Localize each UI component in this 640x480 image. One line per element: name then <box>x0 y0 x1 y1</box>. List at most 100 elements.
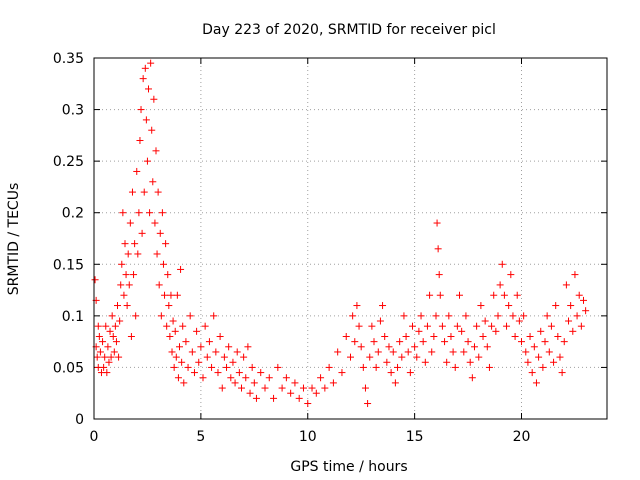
data-point <box>417 312 425 320</box>
data-point <box>400 312 408 320</box>
y-tick-label: 0.25 <box>53 154 84 170</box>
data-point <box>492 327 500 335</box>
data-point <box>351 338 359 346</box>
data-points <box>91 59 590 408</box>
data-point <box>120 291 128 299</box>
data-point <box>520 312 528 320</box>
chart-title: Day 223 of 2020, SRMTID for receiver pic… <box>202 22 496 38</box>
data-point <box>496 281 504 289</box>
data-point <box>443 358 451 366</box>
data-point <box>507 271 515 279</box>
data-point <box>376 317 384 325</box>
data-point <box>220 353 228 361</box>
data-point <box>575 291 583 299</box>
data-point <box>201 322 209 330</box>
data-point <box>462 312 470 320</box>
data-point <box>146 209 154 217</box>
data-point <box>108 312 116 320</box>
data-point <box>125 281 133 289</box>
data-point <box>419 338 427 346</box>
data-point <box>118 260 126 268</box>
data-point <box>216 332 224 340</box>
data-point <box>490 291 498 299</box>
data-point <box>103 369 111 377</box>
data-point <box>543 312 551 320</box>
data-point <box>156 229 164 237</box>
data-point <box>135 209 143 217</box>
data-point <box>304 400 312 408</box>
data-point <box>278 384 286 392</box>
data-point <box>556 353 564 361</box>
data-point <box>562 281 570 289</box>
data-point <box>180 379 188 387</box>
data-point <box>128 188 136 196</box>
data-point <box>168 348 176 356</box>
data-point <box>143 157 151 165</box>
data-point <box>539 363 547 371</box>
data-point <box>481 317 489 325</box>
data-point <box>537 327 545 335</box>
data-point <box>406 369 414 377</box>
data-point <box>119 209 127 217</box>
data-point <box>152 147 160 155</box>
data-point <box>210 312 218 320</box>
data-point <box>145 85 153 93</box>
data-point <box>385 343 393 351</box>
data-point <box>483 343 491 351</box>
data-point <box>138 229 146 237</box>
data-point <box>100 363 108 371</box>
data-point <box>134 250 142 258</box>
data-point <box>458 327 466 335</box>
data-point <box>342 332 350 340</box>
data-point <box>338 369 346 377</box>
data-point <box>334 348 342 356</box>
data-point <box>308 384 316 392</box>
data-point <box>370 338 378 346</box>
x-tick-label: 15 <box>406 429 424 445</box>
data-point <box>582 307 590 315</box>
data-point <box>456 291 464 299</box>
data-point <box>154 188 162 196</box>
data-point <box>178 358 186 366</box>
data-point <box>428 348 436 356</box>
data-point <box>114 302 122 310</box>
data-point <box>505 302 513 310</box>
data-point <box>176 343 183 351</box>
data-point <box>438 322 446 330</box>
data-point <box>104 343 112 351</box>
data-point <box>233 348 241 356</box>
data-point <box>366 353 374 361</box>
y-tick-label: 0.1 <box>62 309 84 325</box>
data-point <box>567 302 575 310</box>
data-point <box>150 95 158 103</box>
x-axis-label: GPS time / hours <box>290 459 407 475</box>
data-point <box>408 322 416 330</box>
data-point <box>441 338 449 346</box>
data-point <box>190 369 198 377</box>
data-point <box>252 394 260 402</box>
data-point <box>404 348 412 356</box>
data-point <box>430 332 438 340</box>
data-point <box>488 322 496 330</box>
data-point <box>518 338 525 346</box>
data-point <box>359 363 367 371</box>
data-point <box>451 363 459 371</box>
data-point <box>173 291 181 299</box>
data-point <box>295 394 303 402</box>
data-point <box>99 338 107 346</box>
data-point <box>102 322 110 330</box>
data-point <box>165 302 173 310</box>
data-point <box>498 260 506 268</box>
data-point <box>95 332 103 340</box>
data-point <box>291 379 299 387</box>
data-point <box>325 363 333 371</box>
data-point <box>573 312 581 320</box>
data-point <box>257 369 265 377</box>
data-point <box>184 363 192 371</box>
data-point <box>477 302 485 310</box>
y-tick-label: 0.15 <box>53 257 84 273</box>
data-point <box>212 348 220 356</box>
data-point <box>105 358 113 366</box>
data-point <box>161 291 169 299</box>
data-point <box>148 126 156 134</box>
